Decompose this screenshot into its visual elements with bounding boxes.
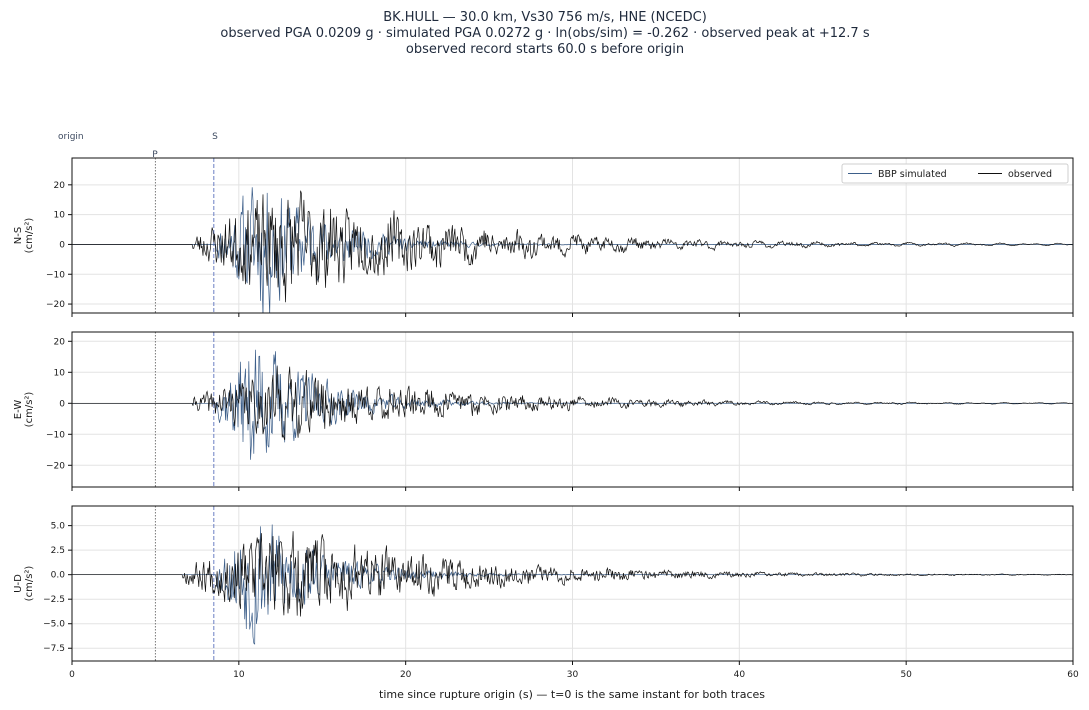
x-axis-label: time since rupture origin (s) — t=0 is t… [379,688,765,701]
x-tick-label: 20 [400,670,412,680]
y-tick-label: −10 [46,270,65,280]
x-tick-label: 40 [734,670,746,680]
panels: −20 −10 0 10 20 N-S(cm/s²) BBP simulated observ… [13,157,1079,680]
y-tick-label: 10 [54,211,66,221]
x-tick-label: 30 [567,670,579,680]
y-tick-label: −2.5 [43,595,65,605]
y-axis-label-e-w: E-W(cm/s²) [13,392,35,428]
y-tick-label: 0.0 [51,571,66,581]
trace-observed-n-s [72,190,1073,303]
figure-title: BK.HULL — 30.0 km, Vs30 756 m/s, HNE (NC… [220,10,869,57]
panel-n-s: −20 −10 0 10 20 N-S(cm/s²) BBP simulated observ… [13,157,1074,317]
y-tick-label: −20 [46,461,65,471]
y-axis-label-n-s: N-S(cm/s²) [13,218,35,254]
panel-u-d: −7.5 −5.0 −2.5 0.0 2.5 5.0 0 10 20 30 40 50 60 U-D(cm… [13,505,1079,680]
legend-label: observed [1008,169,1052,180]
y-tick-label: 20 [54,181,66,191]
y-tick-label: 5.0 [51,522,66,532]
legend-label: BBP simulated [878,169,947,180]
y-tick-label: 10 [54,368,66,378]
title-line-3: observed record starts 60.0 s before ori… [406,42,684,57]
y-tick-label: −5.0 [43,620,65,630]
legend-box [841,163,1069,184]
s-phase-label: S [212,132,218,142]
y-tick-label: 0 [59,240,65,250]
trace-bbp-simulated-n-s [72,187,1073,313]
y-tick-label: −20 [46,300,65,310]
y-tick-label: 2.5 [51,546,65,556]
y-tick-label: 20 [54,337,66,347]
x-tick-label: 10 [233,670,245,680]
phase-labels: origin P S [58,132,218,160]
panel-e-w: −20 −10 0 10 20 E-W(cm/s²) [13,331,1074,491]
trace-observed-e-w [72,366,1073,441]
y-axis-label-u-d: U-D(cm/s²) [13,566,35,602]
title-line-1: BK.HULL — 30.0 km, Vs30 756 m/s, HNE (NC… [383,10,707,25]
title-line-2: observed PGA 0.0209 g · simulated PGA 0.… [220,26,869,41]
x-tick-label: 60 [1067,670,1079,680]
trace-observed-u-d [72,531,1073,617]
p-phase-label: P [152,150,158,160]
y-tick-label: −10 [46,430,65,440]
y-tick-label: −7.5 [43,644,65,654]
x-tick-label: 50 [900,670,912,680]
x-tick-label: 0 [69,670,75,680]
origin-label: origin [58,132,84,142]
legend: BBP simulated observed [841,163,1069,184]
y-tick-label: 0 [59,399,65,409]
